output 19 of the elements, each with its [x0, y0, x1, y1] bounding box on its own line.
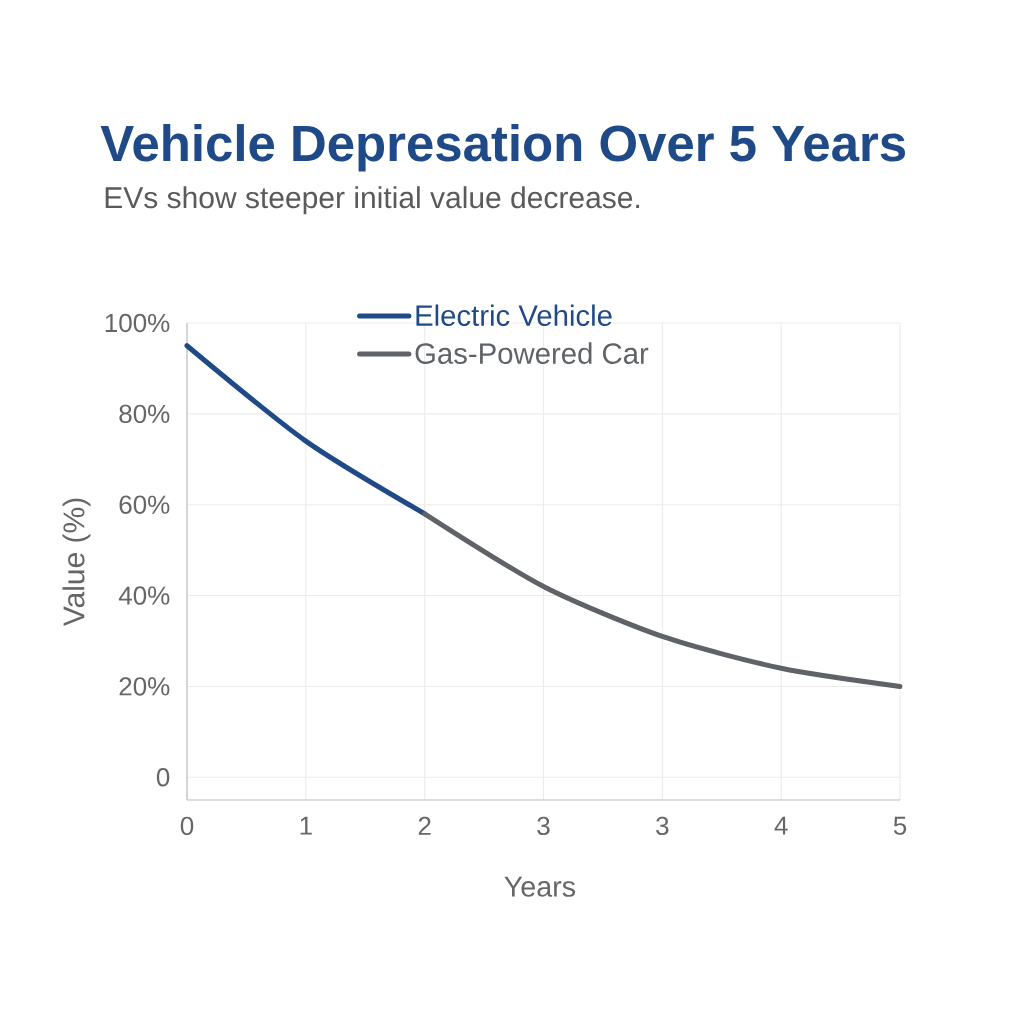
x-tick-label: 1	[300, 816, 312, 835]
y-tick-label: 0	[156, 768, 170, 787]
x-tick-label: 3	[656, 816, 669, 836]
x-tick-label: 0	[180, 816, 194, 836]
y-tick-label: 60%	[119, 495, 170, 514]
y-tick-label: 80%	[119, 404, 170, 424]
x-tick-label: 3	[537, 816, 550, 836]
x-tick-label: 5	[893, 816, 907, 835]
legend-label: Electric Vehicle	[416, 304, 612, 327]
y-tick-label: 100%	[105, 313, 170, 333]
legend-label: Gas-Powered Car	[415, 342, 649, 364]
y-tick-label: 20%	[119, 677, 170, 696]
x-tick-label: 4	[774, 816, 788, 835]
x-axis-title: Years	[504, 876, 576, 897]
y-tick-label: 40%	[118, 586, 170, 605]
chart-subtitle: EVs show steeper initial value decrease.	[105, 186, 640, 215]
x-tick-label: 2	[418, 816, 431, 835]
chart-title: Vehicle Depresation Over 5 Years	[100, 124, 906, 172]
y-axis-title: Value (%)	[62, 498, 91, 627]
